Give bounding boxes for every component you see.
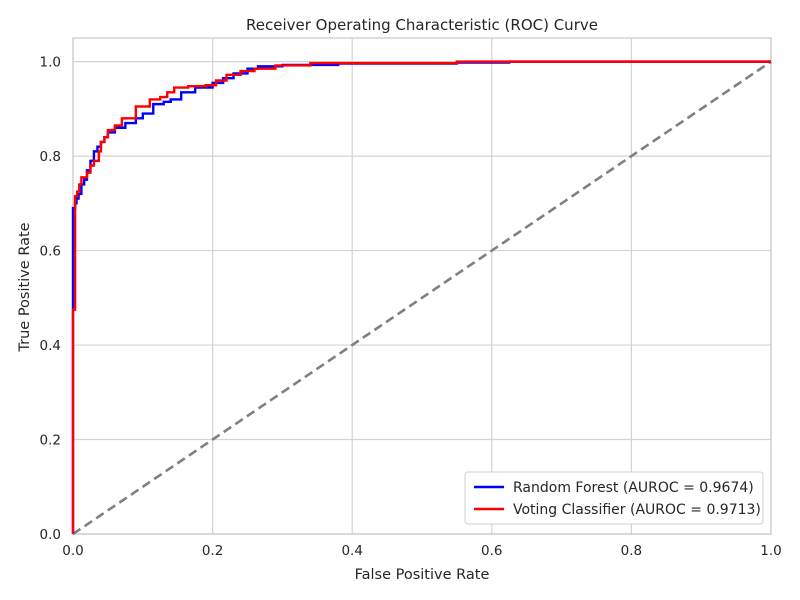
x-tick-label-2: 0.4 (341, 543, 362, 559)
series-layer (71, 60, 771, 534)
tick-labels: 0.0 0.2 0.4 0.6 0.8 1.0 0.0 0.2 0.4 0.6 0.8 1.0 (40, 55, 782, 559)
y-tick-label-2: 0.4 (40, 338, 61, 354)
y-tick-label-0: 0.0 (40, 527, 61, 543)
chart-title: Receiver Operating Characteristic (ROC) … (246, 16, 598, 34)
plot-border (72, 37, 772, 535)
legend-label-voting-classifier: Voting Classifier (AUROC = 0.9713) (513, 502, 761, 518)
y-tick-label-4: 0.8 (40, 149, 61, 165)
y-tick-label-3: 0.6 (40, 244, 61, 260)
plot-frame (72, 37, 772, 535)
series-line-voting-classifier (71, 60, 771, 534)
x-tick-label-3: 0.6 (481, 543, 502, 559)
x-tick-label-5: 1.0 (760, 543, 781, 559)
x-axis-label: False Positive Rate (355, 567, 490, 583)
legend: Random Forest (AUROC = 0.9674) Voting Cla… (464, 471, 764, 525)
x-tick-label-1: 0.2 (202, 543, 223, 559)
y-axis-label: True Positive Rate (17, 222, 33, 352)
chance-line (72, 60, 772, 536)
x-tick-label-4: 0.8 (621, 543, 642, 559)
chance-diagonal (72, 60, 772, 536)
x-tick-label-0: 0.0 (62, 543, 83, 559)
grid-lines (72, 38, 772, 535)
legend-label-random-forest: Random Forest (AUROC = 0.9674) (513, 480, 754, 496)
y-tick-label-1: 0.2 (40, 433, 61, 449)
legend-frame (464, 471, 764, 525)
y-tick-label-5: 1.0 (40, 55, 61, 71)
